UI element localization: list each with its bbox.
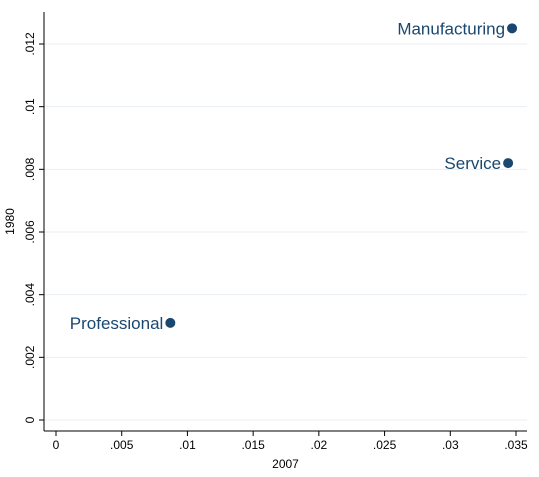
x-tick-label: .03: [442, 438, 459, 452]
x-tick-label: .015: [241, 438, 265, 452]
x-tick-label: 0: [53, 438, 60, 452]
gridlines: [44, 43, 527, 421]
point-label-service: Service: [444, 154, 501, 173]
x-tick-label: .005: [110, 438, 134, 452]
y-axis-ticks: 0 .002 .004 .006 .008 .01 .012: [23, 32, 44, 423]
data-point-professional: [165, 317, 176, 328]
x-axis-ticks: 0 .005 .01 .015 .02 .025 .03 .035: [53, 431, 528, 452]
y-tick-label: .01: [23, 98, 37, 115]
y-axis-title: 1980: [3, 208, 17, 235]
x-axis-title: 2007: [272, 457, 299, 471]
data-point-service: [503, 158, 514, 169]
y-tick-label: .004: [23, 283, 37, 307]
point-label-professional: Professional: [70, 314, 164, 333]
data-point-manufacturing: [507, 23, 518, 34]
y-tick-label: .006: [23, 220, 37, 244]
x-tick-label: .01: [179, 438, 196, 452]
x-tick-label: .025: [373, 438, 397, 452]
x-tick-label: .035: [504, 438, 528, 452]
y-tick-label: .002: [23, 345, 37, 369]
point-label-manufacturing: Manufacturing: [397, 19, 505, 38]
y-tick-label: .008: [23, 157, 37, 181]
y-tick-label: 0: [23, 416, 37, 423]
y-tick-label: .012: [23, 32, 37, 56]
x-tick-label: .02: [311, 438, 328, 452]
data-points: Manufacturing Service Professional: [70, 19, 518, 333]
